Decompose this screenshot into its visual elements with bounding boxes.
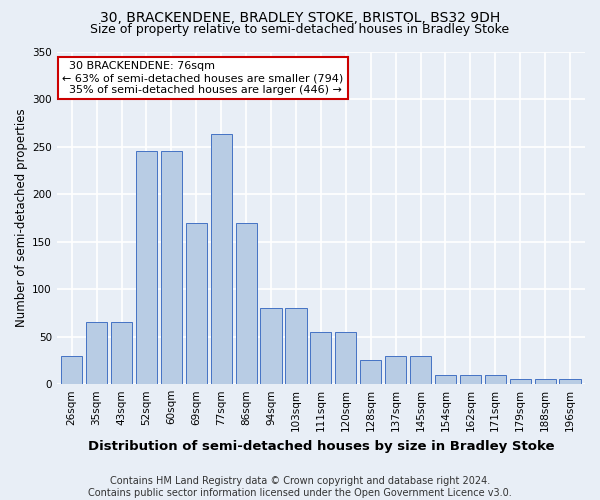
Bar <box>335 332 356 384</box>
Text: Size of property relative to semi-detached houses in Bradley Stoke: Size of property relative to semi-detach… <box>91 22 509 36</box>
Text: 30 BRACKENDENE: 76sqm  
← 63% of semi-detached houses are smaller (794)
  35% of: 30 BRACKENDENE: 76sqm ← 63% of semi-deta… <box>62 62 343 94</box>
Bar <box>410 356 431 384</box>
Bar <box>360 360 382 384</box>
Text: Contains HM Land Registry data © Crown copyright and database right 2024.
Contai: Contains HM Land Registry data © Crown c… <box>88 476 512 498</box>
Bar <box>460 374 481 384</box>
Bar <box>559 380 581 384</box>
Bar <box>86 322 107 384</box>
Bar <box>385 356 406 384</box>
Bar <box>161 152 182 384</box>
Text: 30, BRACKENDENE, BRADLEY STOKE, BRISTOL, BS32 9DH: 30, BRACKENDENE, BRADLEY STOKE, BRISTOL,… <box>100 11 500 25</box>
Bar <box>186 222 207 384</box>
Bar <box>111 322 132 384</box>
Bar <box>61 356 82 384</box>
Bar <box>211 134 232 384</box>
Y-axis label: Number of semi-detached properties: Number of semi-detached properties <box>15 108 28 327</box>
X-axis label: Distribution of semi-detached houses by size in Bradley Stoke: Distribution of semi-detached houses by … <box>88 440 554 452</box>
Bar <box>485 374 506 384</box>
Bar <box>286 308 307 384</box>
Bar <box>509 380 531 384</box>
Bar <box>535 380 556 384</box>
Bar <box>435 374 456 384</box>
Bar <box>310 332 331 384</box>
Bar <box>136 152 157 384</box>
Bar <box>260 308 281 384</box>
Bar <box>236 222 257 384</box>
